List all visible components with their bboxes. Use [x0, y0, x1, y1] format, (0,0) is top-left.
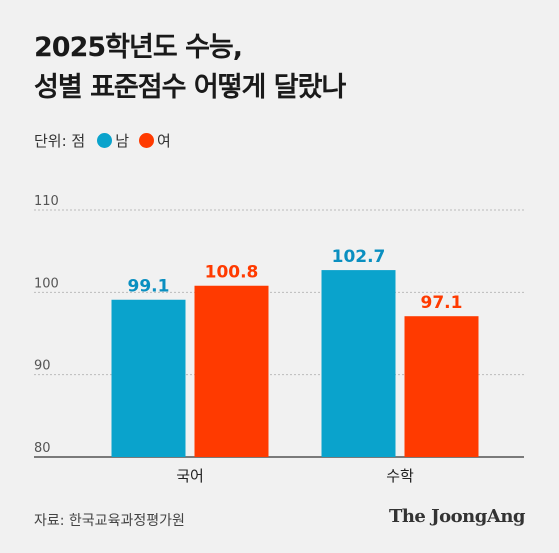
- legend-swatch-female: [139, 133, 155, 148]
- title-line-1: 2025학년도 수능,: [34, 32, 243, 63]
- legend-item-female: 여: [139, 130, 171, 151]
- data-label: 97.1: [421, 293, 463, 313]
- bar: [111, 299, 186, 457]
- bar-chart: 80 90 100 110 99.1 100.8 국어 102.7 97.1 수학: [34, 194, 524, 485]
- bar: [194, 285, 269, 457]
- data-label: 102.7: [332, 247, 386, 267]
- y-tick-label: 90: [34, 359, 51, 374]
- x-tick-label: 수학: [386, 467, 414, 485]
- y-tick-label: 100: [34, 276, 59, 291]
- source-note: 자료: 한국교육과정평가원: [34, 513, 185, 529]
- data-label: 99.1: [128, 277, 170, 297]
- legend-label-female: 여: [157, 132, 171, 150]
- unit-label: 단위: 점: [34, 132, 86, 150]
- chart-title: 2025학년도 수능, 성별 표준점수 어떻게 달랐나: [34, 28, 346, 108]
- legend-item-male: 남: [97, 130, 129, 151]
- y-tick-label: 110: [34, 194, 59, 209]
- bar: [404, 316, 479, 457]
- data-label: 100.8: [205, 263, 259, 283]
- brand-logo: The JoongAng: [388, 506, 526, 527]
- y-tick-label: 80: [34, 441, 51, 456]
- title-line-2: 성별 표준점수 어떻게 달랐나: [34, 72, 346, 103]
- x-tick-label: 국어: [176, 467, 204, 485]
- legend-swatch-male: [97, 133, 113, 148]
- bar: [321, 270, 396, 457]
- legend: 단위: 점 남 여: [34, 130, 181, 151]
- legend-label-male: 남: [115, 132, 130, 150]
